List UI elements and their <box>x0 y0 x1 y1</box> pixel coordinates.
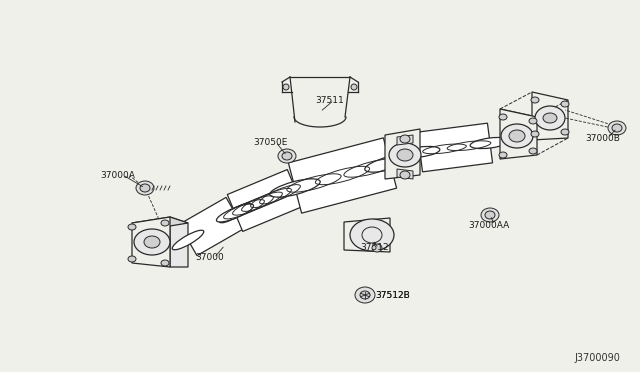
Ellipse shape <box>278 149 296 163</box>
Text: 37000A: 37000A <box>100 170 135 180</box>
Ellipse shape <box>608 121 626 135</box>
Text: 37512B: 37512B <box>375 291 410 299</box>
Ellipse shape <box>509 130 525 142</box>
Ellipse shape <box>161 220 169 226</box>
Ellipse shape <box>612 124 622 132</box>
Ellipse shape <box>216 204 253 222</box>
Polygon shape <box>417 123 493 172</box>
Ellipse shape <box>283 84 289 90</box>
Ellipse shape <box>350 219 394 251</box>
Ellipse shape <box>400 135 410 143</box>
Polygon shape <box>132 217 170 267</box>
Ellipse shape <box>389 143 421 167</box>
Ellipse shape <box>535 106 565 130</box>
Ellipse shape <box>355 287 375 303</box>
Ellipse shape <box>282 152 292 160</box>
Ellipse shape <box>172 230 204 250</box>
Text: 37050E: 37050E <box>253 138 287 147</box>
Polygon shape <box>170 217 188 267</box>
Ellipse shape <box>561 129 569 135</box>
Ellipse shape <box>276 179 314 197</box>
Ellipse shape <box>144 236 160 248</box>
Polygon shape <box>227 170 303 231</box>
Ellipse shape <box>531 131 539 137</box>
Text: J3700090: J3700090 <box>574 353 620 363</box>
Ellipse shape <box>529 148 537 154</box>
Text: 37000: 37000 <box>195 253 224 263</box>
Text: 37512B: 37512B <box>375 291 410 299</box>
Ellipse shape <box>360 291 370 299</box>
Polygon shape <box>289 138 397 213</box>
Ellipse shape <box>499 152 507 158</box>
Ellipse shape <box>372 244 382 252</box>
Ellipse shape <box>136 181 154 195</box>
Text: 37512: 37512 <box>360 244 388 253</box>
Ellipse shape <box>499 114 507 120</box>
Ellipse shape <box>397 149 413 161</box>
Ellipse shape <box>470 137 510 148</box>
Polygon shape <box>532 92 568 140</box>
Ellipse shape <box>128 224 136 230</box>
Ellipse shape <box>561 101 569 107</box>
Ellipse shape <box>270 179 320 197</box>
Ellipse shape <box>543 113 557 123</box>
Text: 37000AA: 37000AA <box>468 221 509 230</box>
Ellipse shape <box>529 118 537 124</box>
Ellipse shape <box>220 203 251 223</box>
Polygon shape <box>500 109 537 159</box>
Ellipse shape <box>161 260 169 266</box>
Polygon shape <box>397 169 413 179</box>
Polygon shape <box>397 135 413 145</box>
Polygon shape <box>385 129 420 179</box>
Ellipse shape <box>400 147 440 158</box>
Text: 37000B: 37000B <box>585 134 620 142</box>
Ellipse shape <box>140 184 150 192</box>
Ellipse shape <box>128 256 136 262</box>
Ellipse shape <box>134 229 170 255</box>
Ellipse shape <box>485 211 495 219</box>
Text: 37511: 37511 <box>315 96 344 105</box>
Polygon shape <box>344 218 390 252</box>
Polygon shape <box>179 198 244 256</box>
Ellipse shape <box>481 208 499 222</box>
Polygon shape <box>132 217 188 229</box>
Ellipse shape <box>351 84 357 90</box>
Ellipse shape <box>365 154 415 172</box>
Polygon shape <box>500 109 549 123</box>
Ellipse shape <box>501 124 533 148</box>
Ellipse shape <box>531 97 539 103</box>
Ellipse shape <box>400 171 410 179</box>
